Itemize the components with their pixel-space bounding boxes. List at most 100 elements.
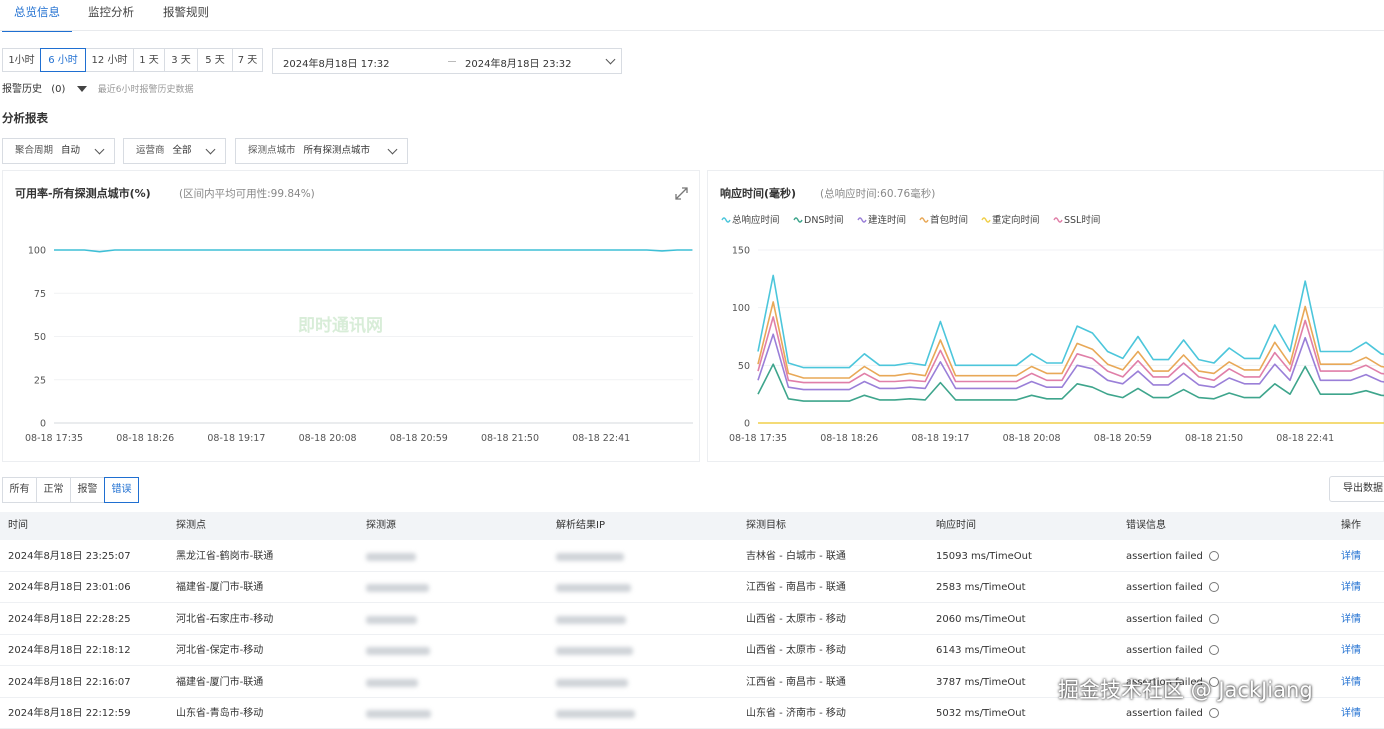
table-cell: 2024年8月18日 22:12:59 xyxy=(8,708,131,719)
time-range-button[interactable]: 1小时 xyxy=(2,48,41,72)
table-cell: 2024年8月18日 23:25:07 xyxy=(8,551,131,562)
legend-marker xyxy=(857,217,867,223)
table-cell: 山东省 - 济南市 - 移动 xyxy=(746,708,846,719)
filter-label: 探测点城市 xyxy=(248,145,296,156)
blurred-source xyxy=(366,553,416,561)
column-header: 错误信息 xyxy=(1126,520,1166,531)
expand-arrow xyxy=(675,187,688,200)
detail-link[interactable]: 详情 xyxy=(1341,582,1361,594)
time-range-button[interactable]: 12 小时 xyxy=(85,48,134,72)
tab[interactable]: 报警规则 xyxy=(163,5,209,19)
date-end: 2024年8月18日 23:32 xyxy=(465,59,572,70)
legend-label: DNS时间 xyxy=(804,214,843,226)
status-tab[interactable]: 所有 xyxy=(2,477,37,503)
detail-link[interactable]: 详情 xyxy=(1341,645,1361,657)
expand-icon xyxy=(675,187,688,200)
blurred-ip xyxy=(556,553,624,561)
tab[interactable]: 总览信息 xyxy=(2,0,72,32)
alert-count: (0) xyxy=(51,84,66,95)
series-line xyxy=(757,363,1384,402)
table-cell: 2060 ms/TimeOut xyxy=(936,613,1026,625)
legend-label: 重定向时间 xyxy=(992,214,1040,226)
y-tick-label: 75 xyxy=(34,289,46,300)
time-range-button[interactable]: 5 天 xyxy=(197,48,233,72)
table-cell: 2024年8月18日 22:28:25 xyxy=(8,613,131,625)
date-separator xyxy=(448,61,456,62)
filter-value: 全部 xyxy=(172,145,192,156)
alert-history[interactable]: 报警历史 (0) 最近6小时报警历史数据 xyxy=(2,80,193,95)
availability-card: 可用率-所有探测点城市(%) (区间内平均可用性:99.84%) 即时通讯网 0 25 5… xyxy=(2,170,700,462)
legend-marker xyxy=(1053,217,1063,223)
filter-select[interactable]: 运营商 全部 xyxy=(123,138,226,164)
detail-link[interactable]: 详情 xyxy=(1341,708,1361,719)
column-header: 操作 xyxy=(1341,520,1361,531)
blurred-ip xyxy=(556,678,628,687)
date-range-picker[interactable]: 2024年8月18日 17:32 2024年8月18日 23:32 xyxy=(272,48,622,74)
tab-divider xyxy=(0,30,1384,31)
table-cell: 15093 ms/TimeOut xyxy=(936,551,1032,562)
table-cell: 福建省-厦门市-联通 xyxy=(176,582,264,594)
series-line xyxy=(54,249,693,253)
x-tick-label: 08-18 20:08 xyxy=(299,433,357,444)
table-cell: assertion failed xyxy=(1126,572,1219,603)
status-tab[interactable]: 报警 xyxy=(70,477,105,503)
alert-label: 报警历史 xyxy=(2,84,42,95)
x-tick-label: 08-18 22:41 xyxy=(1276,433,1334,444)
help-icon xyxy=(1208,582,1219,593)
detail-link[interactable]: 详情 xyxy=(1341,613,1361,625)
table-cell: 江西省 - 南昌市 - 联通 xyxy=(746,582,846,594)
time-range-button[interactable]: 1 天 xyxy=(133,48,165,72)
dropdown-arrow xyxy=(387,144,398,155)
table-cell: 河北省-保定市-移动 xyxy=(176,645,264,657)
status-tab[interactable]: 错误 xyxy=(104,477,139,503)
blurred-source xyxy=(366,647,430,656)
time-range-button[interactable]: 7 天 xyxy=(232,48,263,72)
filter-select[interactable]: 探测点城市 所有探测点城市 xyxy=(235,138,408,164)
help-icon xyxy=(1208,613,1219,624)
export-button[interactable]: 导出数据 xyxy=(1329,476,1384,502)
column-header: 时间 xyxy=(8,520,28,531)
y-tick-label: 100 xyxy=(28,246,46,257)
legend-label: 建连时间 xyxy=(868,214,906,226)
table-cell: 5032 ms/TimeOut xyxy=(936,708,1026,719)
y-tick-label: 0 xyxy=(40,419,46,430)
table-cell: assertion failed xyxy=(1126,667,1219,698)
x-tick-label: 08-18 20:59 xyxy=(390,433,448,444)
time-range-button[interactable]: 6 小时 xyxy=(40,48,86,72)
x-tick-label: 08-18 18:26 xyxy=(820,433,878,444)
filter-select[interactable]: 聚合周期 自动 xyxy=(2,138,115,164)
legend-marker xyxy=(919,217,929,223)
status-tab[interactable]: 正常 xyxy=(36,477,71,503)
table-cell: 江西省 - 南昌市 - 联通 xyxy=(746,676,846,688)
column-header: 探测点 xyxy=(176,520,206,531)
table-cell: 山东省-青岛市-移动 xyxy=(176,708,264,719)
y-tick-label: 25 xyxy=(34,375,46,386)
time-range-button[interactable]: 3 天 xyxy=(164,48,198,72)
x-tick-label: 08-18 20:59 xyxy=(1094,433,1152,444)
chart-subtitle: (总响应时间:60.76毫秒) xyxy=(820,187,935,200)
table-header xyxy=(0,512,1384,540)
response-card: 响应时间(毫秒) (总响应时间:60.76毫秒) 0 50 100 150 08-18 17… xyxy=(707,170,1384,462)
detail-link[interactable]: 详情 xyxy=(1341,676,1361,688)
series-line xyxy=(757,333,1384,391)
x-tick-label: 08-18 20:08 xyxy=(1003,433,1061,444)
series-line xyxy=(757,274,1384,369)
tab[interactable]: 监控分析 xyxy=(88,5,134,19)
row-divider xyxy=(0,665,1384,667)
detail-link[interactable]: 详情 xyxy=(1341,551,1361,562)
table-cell: assertion failed xyxy=(1126,541,1219,572)
help-icon xyxy=(1208,551,1219,561)
column-header: 响应时间 xyxy=(936,520,976,531)
y-tick-label: 0 xyxy=(744,419,750,430)
table-cell: 2583 ms/TimeOut xyxy=(936,582,1026,594)
table-cell: 6143 ms/TimeOut xyxy=(936,645,1026,657)
help-icon xyxy=(1208,645,1219,656)
row-divider xyxy=(0,633,1384,635)
column-header: 解析结果IP xyxy=(556,520,605,531)
y-tick-label: 50 xyxy=(738,361,750,372)
filter-value: 自动 xyxy=(61,145,81,156)
table-cell: 2024年8月18日 22:16:07 xyxy=(8,676,131,688)
dropdown-arrow xyxy=(94,144,105,155)
row-divider xyxy=(0,696,1384,698)
